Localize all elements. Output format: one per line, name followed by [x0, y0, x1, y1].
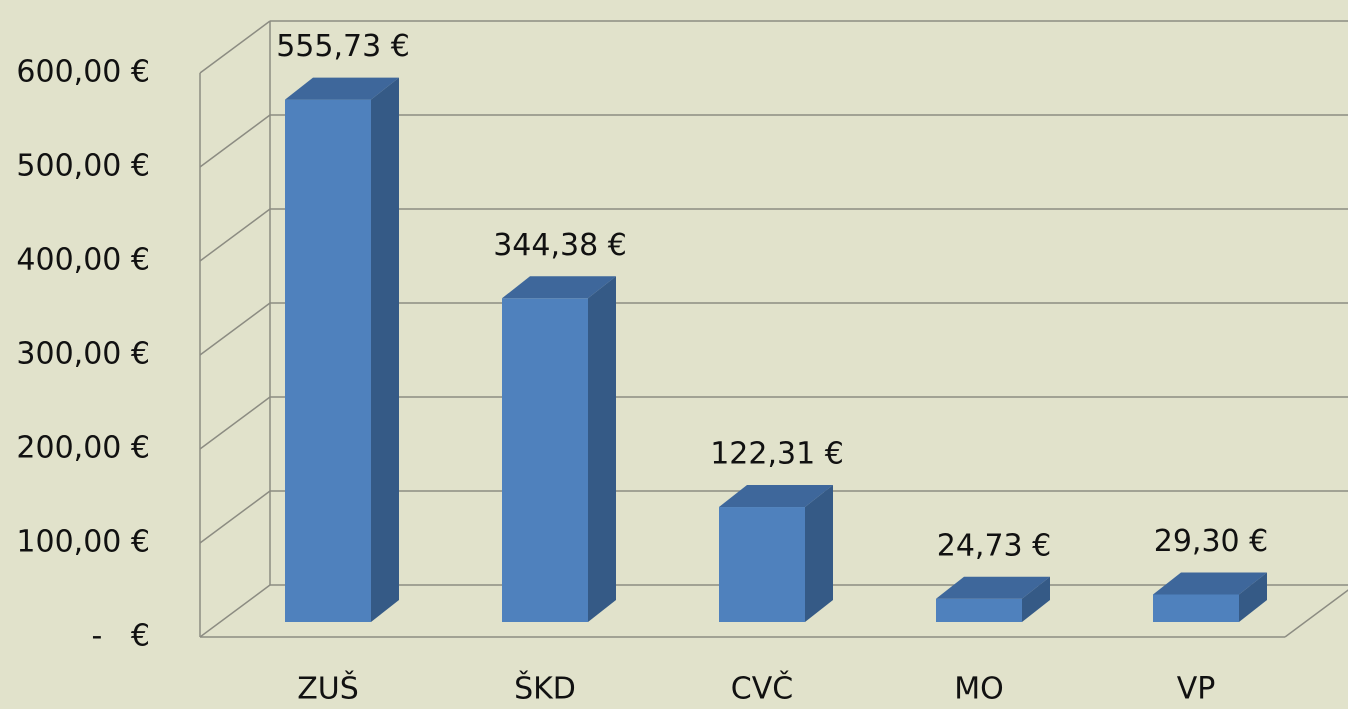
x-tick-label: VP [1177, 672, 1216, 707]
bar-top [719, 485, 833, 508]
bar-top [936, 576, 1050, 599]
bar-top [285, 77, 399, 100]
x-tick-label: CVČ [731, 670, 793, 707]
bar-side [1022, 576, 1050, 622]
bar-front [502, 298, 588, 622]
data-label: 122,31 € [710, 437, 844, 472]
bar-side [588, 276, 616, 622]
grid-line [199, 490, 271, 544]
y-tick-label: 500,00 € [16, 149, 150, 184]
y-tick-label: 600,00 € [16, 55, 150, 90]
data-label: 29,30 € [1154, 524, 1269, 559]
y-tick-label: 100,00 € [16, 525, 150, 560]
x-tick-label: ZUŠ [297, 670, 359, 707]
y-tick-label: - € [91, 619, 150, 654]
grid-line [199, 396, 271, 450]
data-label: 555,73 € [276, 29, 410, 64]
bar-side [371, 77, 399, 623]
y-tick-label: 300,00 € [16, 337, 150, 372]
grid-line [199, 114, 271, 168]
bar-top [502, 276, 616, 299]
bar-top [1153, 572, 1267, 595]
bar-side [805, 485, 833, 622]
grid-line [199, 20, 271, 74]
x-tick-label: MO [954, 672, 1004, 707]
grid-line [199, 302, 271, 356]
bar-side [1239, 572, 1267, 622]
floor-edge [1284, 589, 1348, 638]
data-label: 24,73 € [937, 528, 1052, 563]
bar-front [936, 598, 1022, 622]
y-tick-label: 400,00 € [16, 243, 150, 278]
grid-line [199, 208, 271, 262]
bar-front [719, 507, 805, 622]
x-tick-label: ŠKD [514, 670, 576, 707]
grid-line [199, 584, 271, 638]
bar-front [285, 99, 371, 623]
data-label: 344,38 € [493, 228, 627, 263]
bar-front [1153, 594, 1239, 622]
y-tick-label: 200,00 € [16, 431, 150, 466]
